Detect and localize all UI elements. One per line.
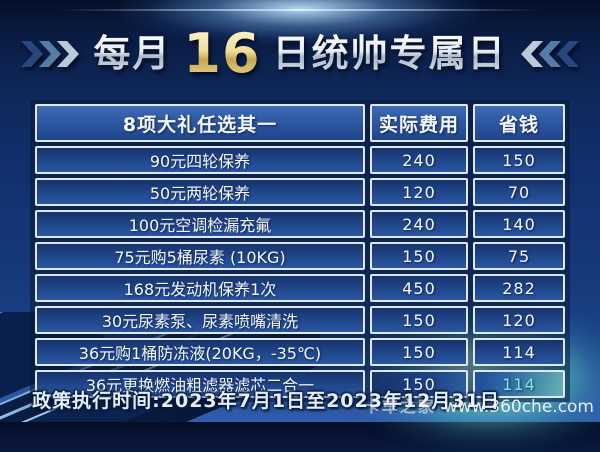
cost-cell: 240 (370, 146, 468, 174)
cost-cell: 150 (370, 338, 468, 366)
deal-table: 8项大礼任选其一 实际费用 省钱 90元四轮保养 240 150 50元两轮保养… (30, 100, 570, 402)
title-suffix: 日统帅专属日 (273, 26, 507, 82)
table-row: 50元两轮保养 120 70 (35, 178, 565, 206)
header-cost: 实际费用 (370, 104, 468, 142)
title-prefix: 每月 (93, 26, 171, 82)
cost-cell: 120 (370, 178, 468, 206)
table-row: 30元尿素泵、尿素喷嘴清洗 150 120 (35, 306, 565, 334)
header-saving: 省钱 (473, 104, 565, 142)
header-item: 8项大礼任选其一 (35, 104, 365, 142)
item-cell: 50元两轮保养 (35, 178, 365, 206)
saving-cell: 282 (473, 274, 565, 302)
table-row: 75元购5桶尿素 (10KG) 150 75 (35, 242, 565, 270)
item-cell: 168元发动机保养1次 (35, 274, 365, 302)
title-day-number: 16 (183, 22, 261, 85)
cost-cell: 150 (370, 370, 468, 398)
saving-cell: 75 (473, 242, 565, 270)
lens-flare-streak (60, 9, 540, 11)
saving-cell: 120 (473, 306, 565, 334)
policy-period-text: 政策执行时间:2023年7月1日至2023年12月31日 (32, 390, 500, 412)
table-row: 90元四轮保养 240 150 (35, 146, 565, 174)
table-header-row: 8项大礼任选其一 实际费用 省钱 (35, 104, 565, 142)
cost-cell: 450 (370, 274, 468, 302)
watermark-site-name: 卡车之家 (363, 397, 436, 416)
item-cell: 36元更换燃油粗滤器滤芯二合一 (35, 370, 365, 398)
chevrons-left-icon (520, 41, 579, 67)
watermark-url: www.360che.com (443, 397, 594, 417)
table-row: 36元购1桶防冻液(20KG，-35℃) 150 114 (35, 338, 565, 366)
item-cell: 75元购5桶尿素 (10KG) (35, 242, 365, 270)
item-cell: 100元空调检漏充氟 (35, 210, 365, 238)
saving-cell: 70 (473, 178, 565, 206)
table-row: 36元更换燃油粗滤器滤芯二合一 150 114 (35, 370, 565, 398)
cost-cell: 150 (370, 242, 468, 270)
item-cell: 36元购1桶防冻液(20KG，-35℃) (35, 338, 365, 366)
cost-cell: 150 (370, 306, 468, 334)
saving-cell: 114 (473, 338, 565, 366)
watermark: 卡车之家 www.360che.com (364, 393, 594, 417)
page-title: 每月 16 日统帅专属日 (0, 26, 600, 82)
chevrons-right-icon (21, 41, 80, 67)
cost-cell: 240 (370, 210, 468, 238)
item-cell: 30元尿素泵、尿素喷嘴清洗 (35, 306, 365, 334)
table-row: 168元发动机保养1次 450 282 (35, 274, 565, 302)
saving-cell: 140 (473, 210, 565, 238)
saving-cell: 114 (473, 370, 565, 398)
table-row: 100元空调检漏充氟 240 140 (35, 210, 565, 238)
item-cell: 90元四轮保养 (35, 146, 365, 174)
saving-cell: 150 (473, 146, 565, 174)
